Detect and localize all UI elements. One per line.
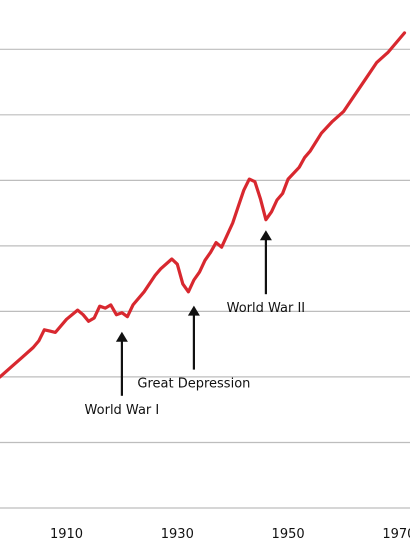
annotation-arrowhead	[187, 305, 200, 316]
x-tick-label: 1970	[382, 527, 410, 542]
x-tick-label: 1950	[272, 527, 305, 542]
annotations: World War I Great Depression World War II	[85, 230, 306, 418]
x-tick-label: 1910	[50, 527, 83, 542]
annotation-label: World War I	[85, 403, 160, 418]
x-tick-label: 1930	[161, 527, 194, 542]
series-line-0	[0, 31, 407, 379]
annotation-label: Great Depression	[137, 377, 250, 392]
series-layer	[0, 31, 407, 379]
x-axis-ticks: 1910 1930 1950 1970	[50, 527, 410, 542]
annotation-arrowhead	[259, 230, 272, 241]
annotation-label: World War II	[227, 301, 306, 316]
grid-lines	[0, 48, 410, 509]
annotation-arrowhead	[115, 331, 128, 342]
